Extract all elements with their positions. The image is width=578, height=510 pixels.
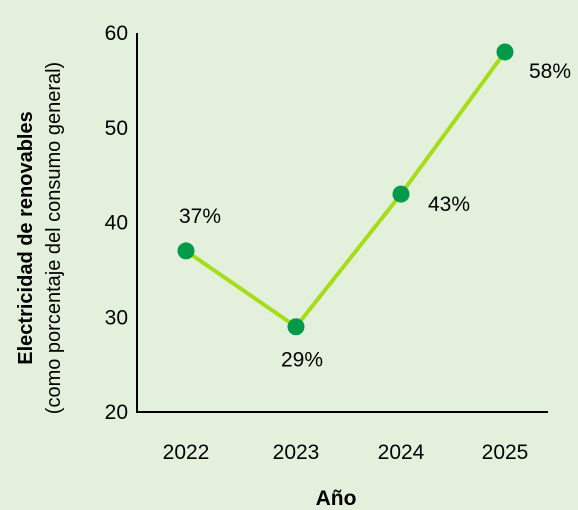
data-labels: 37% 29% 43% 58% [179, 60, 571, 372]
data-label: 29% [281, 349, 323, 372]
y-axis-subtitle: (como porcentaje del consumo general) [43, 62, 65, 414]
y-tick-labels: 20 30 40 50 60 [105, 22, 128, 424]
y-tick-label: 50 [105, 117, 128, 140]
y-tick-label: 60 [105, 22, 128, 45]
x-tick-label: 2022 [163, 441, 210, 464]
x-tick-labels: 2022 2023 2024 2025 [163, 441, 529, 464]
data-point [287, 318, 305, 336]
data-point [177, 242, 195, 260]
data-label: 58% [529, 60, 571, 83]
y-axis-title: Electricidad de renovables [15, 111, 37, 364]
data-label: 43% [428, 193, 470, 216]
data-points [177, 43, 514, 336]
x-tick-label: 2023 [273, 441, 320, 464]
data-point [496, 43, 514, 61]
x-tick-label: 2025 [482, 441, 529, 464]
series-polyline [184, 50, 507, 329]
data-label: 37% [179, 205, 221, 228]
y-tick-label: 20 [105, 401, 128, 424]
y-tick-label: 30 [105, 306, 128, 329]
series-line [184, 50, 507, 329]
x-axis-title: Año [316, 487, 357, 510]
x-tick-label: 2024 [378, 441, 425, 464]
y-tick-label: 40 [105, 212, 128, 235]
data-point [392, 185, 410, 203]
